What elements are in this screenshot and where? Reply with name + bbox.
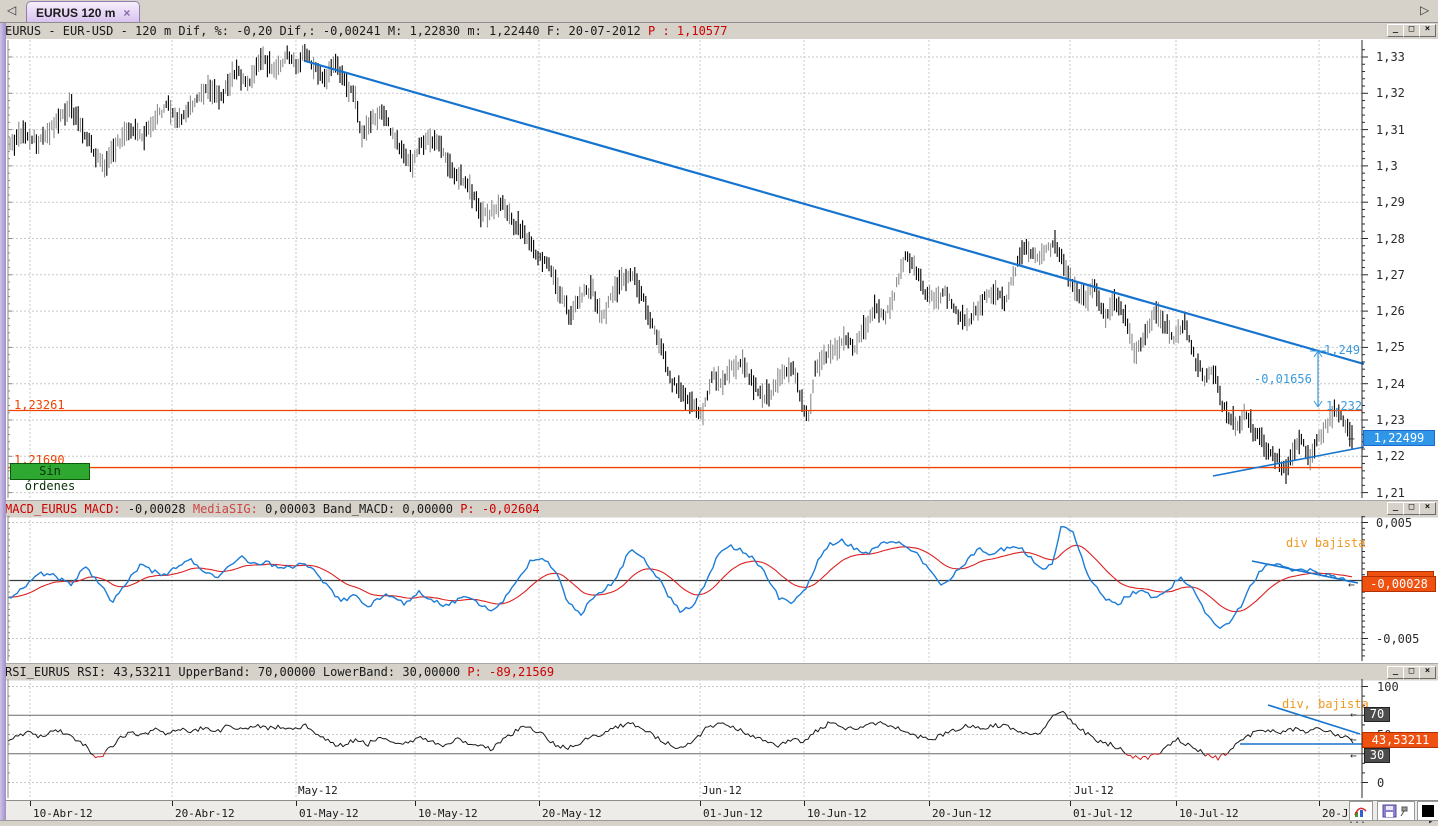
macd-signal-tag bbox=[1367, 571, 1434, 584]
tab-label: EURUS 120 m bbox=[36, 6, 116, 20]
rsi-header-text: RSI_EURUS RSI: 43,53211 UpperBand: 70,00… bbox=[5, 665, 554, 679]
date-tick bbox=[415, 801, 416, 806]
tab-scroll-left-icon[interactable]: ◁ bbox=[7, 3, 17, 17]
chart-templates-icon-button[interactable] bbox=[1349, 801, 1373, 821]
date-tick-label: 10-May-12 bbox=[418, 807, 478, 820]
header-segment: EURUS - EUR-USD - 120 m Dif, %: -0,20 Di… bbox=[5, 24, 648, 38]
header-segment: 0,00000 bbox=[402, 502, 461, 516]
price-axis-label: 1,26 bbox=[1376, 304, 1405, 319]
macd-axis-label: -0,005 bbox=[1376, 631, 1420, 646]
header-segment: P : 1,10577 bbox=[648, 24, 728, 38]
rsi-value-tag: 43,53211 bbox=[1362, 732, 1438, 748]
header-segment: MediaSIG: bbox=[192, 502, 266, 516]
date-tick bbox=[172, 801, 173, 806]
date-tick-label: 20-Ju bbox=[1322, 807, 1356, 820]
header-segment: 0,00003 bbox=[265, 502, 323, 516]
tab-scroll-right-icon[interactable]: ▷ bbox=[1420, 3, 1430, 17]
price-tag-arrow-icon: ← bbox=[1348, 432, 1355, 445]
header-segment: P: -89,21569 bbox=[467, 665, 555, 679]
price-axis-label: 1,25 bbox=[1376, 340, 1405, 355]
price-axis-label: 1,21 bbox=[1376, 485, 1405, 500]
black-square-button[interactable] bbox=[1417, 801, 1438, 821]
header-segment: RSI_EURUS RSI: 43,53211 UpperBand: 70,00… bbox=[5, 665, 468, 679]
date-tick-label: 10-Jun-12 bbox=[807, 807, 867, 820]
rsi-lower-band-tag: 30 bbox=[1364, 748, 1390, 763]
price-axis-label: 1,33 bbox=[1376, 50, 1405, 64]
header-segment: -0,00028 bbox=[127, 502, 193, 516]
price-axis-label: 1,29 bbox=[1376, 195, 1405, 210]
window-left-border bbox=[0, 22, 6, 820]
last-price-tag: 1,22499 bbox=[1363, 430, 1435, 446]
time-axis: 10-Abr-12 20-Abr-12 01-May-12 10-May-12 20-M… bbox=[0, 800, 1438, 821]
date-tick bbox=[929, 801, 930, 806]
price-axis-label: 1,32 bbox=[1376, 86, 1405, 101]
price-axis-label: 1,22 bbox=[1376, 449, 1405, 464]
macd-tag-arrow-icon: ← bbox=[1348, 578, 1355, 591]
date-tick-label: 10-Abr-12 bbox=[33, 807, 93, 820]
date-tick bbox=[1319, 801, 1320, 806]
rsi-axis-label: 50 bbox=[1377, 727, 1392, 742]
save-icon bbox=[1382, 804, 1408, 818]
month-label: Jul-12 bbox=[1074, 784, 1114, 797]
date-tick bbox=[700, 801, 701, 806]
measure-top-label: 1,249 bbox=[1324, 343, 1361, 357]
no-orders-badge: Sin órdenes bbox=[10, 463, 90, 493]
tab-close-icon[interactable]: × bbox=[123, 6, 131, 20]
bottom-status-band: ... ▸ bbox=[0, 820, 1438, 826]
level-label-lower: 1,21690 bbox=[14, 453, 65, 467]
rsi-axis-label: 100 bbox=[1377, 679, 1399, 694]
rsi-upper-tag-arrow-icon: ← bbox=[1350, 708, 1357, 721]
month-label: Jun-12 bbox=[702, 784, 742, 797]
date-tick-label: 01-Jul-12 bbox=[1073, 807, 1133, 820]
date-tick bbox=[1070, 801, 1071, 806]
tab-bar: ◁ EURUS 120 m × ▷ bbox=[0, 0, 1438, 23]
date-tick bbox=[804, 801, 805, 806]
price-panel-header: EURUS - EUR-USD - 120 m Dif, %: -0,20 Di… bbox=[0, 22, 1438, 39]
date-tick-label: 20-Abr-12 bbox=[175, 807, 235, 820]
header-segment: Band_MACD: bbox=[322, 502, 403, 516]
measure-delta-label: -0,01656 bbox=[1254, 372, 1312, 386]
date-tick-label: 01-May-12 bbox=[299, 807, 359, 820]
date-tick-label: 01-Jun-12 bbox=[703, 807, 763, 820]
macd-divergence-note: div bajista bbox=[1286, 536, 1366, 550]
date-tick bbox=[539, 801, 540, 806]
date-tick-label: 10-Jul-12 bbox=[1179, 807, 1239, 820]
price-axis-label: 1,24 bbox=[1376, 376, 1405, 391]
rsi-value-tag-arrow-icon: ← bbox=[1350, 733, 1357, 746]
header-segment: P: -0,02604 bbox=[460, 502, 540, 516]
macd-header-text: MACD_EURUS MACD: -0,00028 MediaSIG: 0,00… bbox=[5, 502, 540, 516]
date-tick-label: 20-Jun-12 bbox=[932, 807, 992, 820]
price-axis-label: 1,28 bbox=[1376, 231, 1405, 246]
price-axis-label: 1,27 bbox=[1376, 267, 1405, 282]
measure-bottom-label: 1,232 bbox=[1326, 399, 1363, 413]
price-axis-label: 1,23 bbox=[1376, 413, 1405, 427]
scroll-right-icon[interactable]: ▸ bbox=[1428, 820, 1434, 826]
level-label-upper: 1,23261 bbox=[14, 398, 65, 412]
rsi-upper-band-tag: 70 bbox=[1364, 707, 1390, 722]
chart-templates-icon bbox=[1354, 807, 1367, 817]
status-ellipsis: ... bbox=[1348, 820, 1367, 826]
rsi-divergence-note: div, bajista bbox=[1282, 697, 1369, 711]
date-tick bbox=[30, 801, 31, 806]
rsi-axis-label: 0 bbox=[1377, 775, 1385, 790]
save-chart-button[interactable] bbox=[1377, 801, 1415, 821]
date-tick bbox=[1176, 801, 1177, 806]
price-axis-label: 1,31 bbox=[1376, 122, 1405, 137]
header-segment: MACD_EURUS MACD: bbox=[5, 502, 128, 516]
month-label: May-12 bbox=[298, 784, 338, 797]
macd-panel-header: MACD_EURUS MACD: -0,00028 MediaSIG: 0,00… bbox=[0, 500, 1438, 518]
price-axis-label: 1,3 bbox=[1376, 158, 1398, 173]
macd-value-tag: -0,00028 bbox=[1362, 576, 1436, 592]
rsi-lower-tag-arrow-icon: ← bbox=[1350, 749, 1357, 762]
date-tick bbox=[296, 801, 297, 806]
black-square-icon bbox=[1422, 805, 1434, 817]
rsi-panel-header: RSI_EURUS RSI: 43,53211 UpperBand: 70,00… bbox=[0, 663, 1438, 681]
price-header-text: EURUS - EUR-USD - 120 m Dif, %: -0,20 Di… bbox=[5, 24, 727, 38]
tab-eurus-120m[interactable]: EURUS 120 m × bbox=[26, 1, 141, 22]
date-tick-label: 20-May-12 bbox=[542, 807, 602, 820]
